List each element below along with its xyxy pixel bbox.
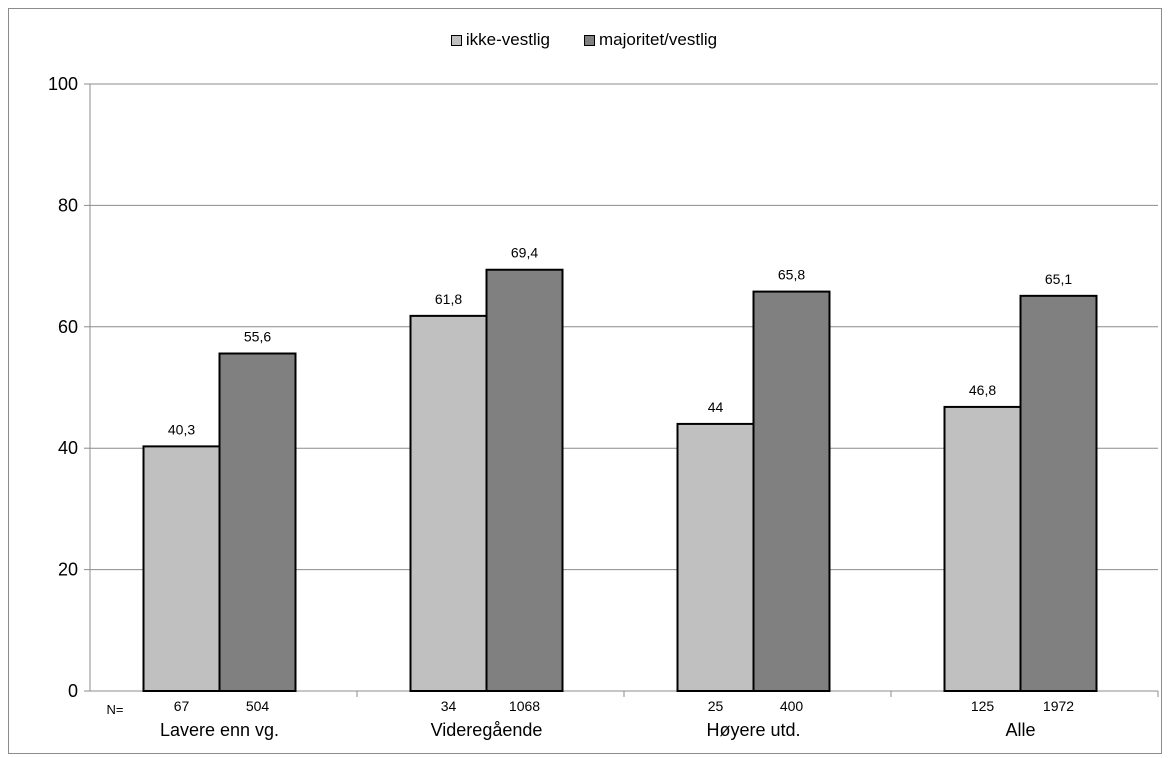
legend-item-majoritet-vestlig: majoritet/vestlig: [583, 30, 718, 50]
bar-1-0: [218, 352, 297, 692]
data-label-0-1: 61,8: [435, 291, 462, 307]
n-label-1-2: 400: [780, 698, 804, 714]
n-label-0-1: 34: [441, 698, 457, 714]
y-tick-label-80: 80: [58, 195, 78, 215]
y-tick-label-40: 40: [58, 438, 78, 458]
category-label-2: Høyere utd.: [706, 720, 800, 740]
n-label-0-3: 125: [971, 698, 995, 714]
n-label-0-2: 25: [708, 698, 724, 714]
legend-item-ikke-vestlig: ikke-vestlig: [450, 30, 550, 50]
bar-0-1: [409, 314, 488, 692]
category-label-3: Alle: [1005, 720, 1035, 740]
data-label-1-2: 65,8: [778, 267, 805, 283]
bar-0-2: [676, 422, 755, 692]
legend: ikke-vestlig majoritet/vestlig: [0, 30, 1168, 50]
legend-swatch-ikke-vestlig: [450, 34, 462, 46]
data-label-0-0: 40,3: [168, 421, 195, 437]
y-tick-label-0: 0: [68, 681, 78, 701]
bar-1-2: [752, 290, 831, 692]
y-tick-label-100: 100: [48, 74, 78, 94]
n-prefix: N=: [107, 702, 124, 717]
bar-0-0: [142, 445, 221, 692]
bar-0-3: [943, 405, 1022, 692]
legend-label-majoritet-vestlig: majoritet/vestlig: [598, 30, 718, 49]
legend-swatch-majoritet-vestlig: [583, 34, 595, 46]
data-label-1-3: 65,1: [1045, 271, 1072, 287]
data-label-1-1: 69,4: [511, 245, 538, 261]
n-label-1-3: 1972: [1043, 698, 1074, 714]
y-tick-label-20: 20: [58, 560, 78, 580]
chart-frame: [8, 8, 1162, 754]
data-label-0-3: 46,8: [969, 382, 996, 398]
bar-1-3: [1019, 294, 1098, 692]
n-label-1-1: 1068: [509, 698, 540, 714]
bar-1-1: [485, 268, 564, 692]
category-label-0: Lavere enn vg.: [160, 720, 279, 740]
y-tick-label-60: 60: [58, 317, 78, 337]
data-label-0-2: 44: [708, 399, 724, 415]
data-label-1-0: 55,6: [244, 329, 271, 345]
legend-label-ikke-vestlig: ikke-vestlig: [465, 30, 550, 49]
n-label-0-0: 67: [174, 698, 190, 714]
category-label-1: Videregående: [431, 720, 543, 740]
n-label-1-0: 504: [246, 698, 270, 714]
